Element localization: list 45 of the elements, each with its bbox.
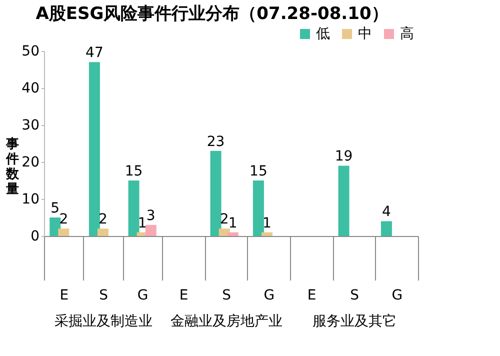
- bar: [252, 180, 264, 236]
- bar: [145, 224, 156, 236]
- bar: [227, 232, 238, 236]
- y-axis-title: 事件数量: [5, 137, 20, 197]
- bar: [50, 218, 61, 236]
- bar: [128, 180, 140, 236]
- data-label: 15: [250, 164, 268, 180]
- data-label: 4: [382, 204, 391, 220]
- data-label: 1: [262, 215, 272, 232]
- y-tick-label: 20: [22, 154, 40, 170]
- x-tick-label: S: [99, 288, 108, 304]
- y-tick-label: 30: [22, 118, 40, 134]
- x-axis-title: 采掘业及制造业: [54, 314, 152, 330]
- bar: [210, 150, 222, 236]
- bar: [98, 228, 108, 236]
- data-label: 19: [334, 148, 353, 165]
- bar: [58, 228, 70, 236]
- data-label: 5: [50, 200, 60, 216]
- x-tick-label: G: [264, 288, 275, 304]
- y-tick-label: 50: [22, 44, 40, 60]
- bar: [262, 232, 272, 236]
- x-axis-title: 服务业及其它: [312, 314, 396, 330]
- x-tick-label: E: [60, 288, 69, 304]
- data-label: 2: [59, 212, 68, 228]
- x-tick-label: G: [392, 288, 403, 304]
- x-axis-title: 金融业及房地产业: [170, 314, 282, 330]
- legend-label: 中: [358, 26, 372, 42]
- bar: [88, 62, 100, 236]
- y-tick-label: 40: [22, 80, 40, 96]
- x-tick-label: S: [350, 288, 360, 304]
- x-tick-label: E: [179, 288, 188, 304]
- x-tick-label: S: [222, 288, 232, 304]
- x-tick-label: G: [137, 288, 148, 304]
- data-label: 1: [138, 215, 147, 232]
- data-label: 23: [206, 134, 225, 150]
- data-label: 1: [228, 215, 238, 232]
- data-label: 15: [124, 164, 143, 180]
- legend-label: 低: [316, 26, 330, 42]
- legend-label: 高: [400, 26, 414, 42]
- text: A股ESG风险事件行业分布（07.28-08.10）: [36, 4, 388, 24]
- y-tick-label: 10: [22, 192, 40, 208]
- y-tick-label: 0: [30, 228, 40, 244]
- data-label: 3: [146, 208, 156, 224]
- x-tick-label: E: [307, 288, 316, 304]
- data-label: 47: [86, 45, 104, 62]
